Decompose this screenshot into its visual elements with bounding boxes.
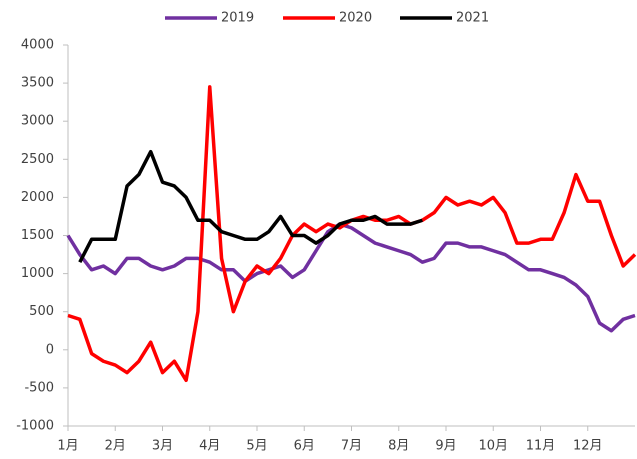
y-tick-label: 2500	[21, 152, 54, 167]
x-tick-label: 8月	[388, 439, 409, 454]
line-series	[78, 149, 423, 263]
x-tick-label: 1月	[57, 439, 78, 454]
line-series	[67, 85, 637, 383]
legend-label: 2020	[339, 11, 372, 26]
x-tick-label: 12月	[573, 439, 603, 454]
y-tick-label: -1000	[16, 419, 54, 434]
line-series	[66, 222, 636, 333]
y-tick-label: 3000	[21, 114, 54, 129]
x-tick-label: 3月	[152, 439, 173, 454]
x-tick-label: 4月	[199, 439, 220, 454]
y-tick-label: 2000	[21, 190, 54, 205]
legend-label: 2019	[221, 11, 254, 26]
y-tick-label: 0	[46, 342, 54, 357]
y-tick-label: 3500	[21, 76, 54, 91]
x-tick-label: 7月	[341, 439, 362, 454]
x-tick-label: 11月	[526, 439, 556, 454]
x-tick-label: 9月	[435, 439, 456, 454]
x-tick-label: 10月	[478, 439, 508, 454]
x-tick-label: 6月	[294, 439, 315, 454]
y-tick-label: 500	[29, 304, 54, 319]
y-tick-label: 1500	[21, 228, 54, 243]
y-tick-label: 4000	[21, 38, 54, 53]
x-tick-label: 5月	[246, 439, 267, 454]
y-tick-label: 1000	[21, 266, 54, 281]
y-tick-label: -500	[24, 380, 54, 395]
x-tick-label: 2月	[105, 439, 126, 454]
legend-label: 2021	[456, 11, 489, 26]
